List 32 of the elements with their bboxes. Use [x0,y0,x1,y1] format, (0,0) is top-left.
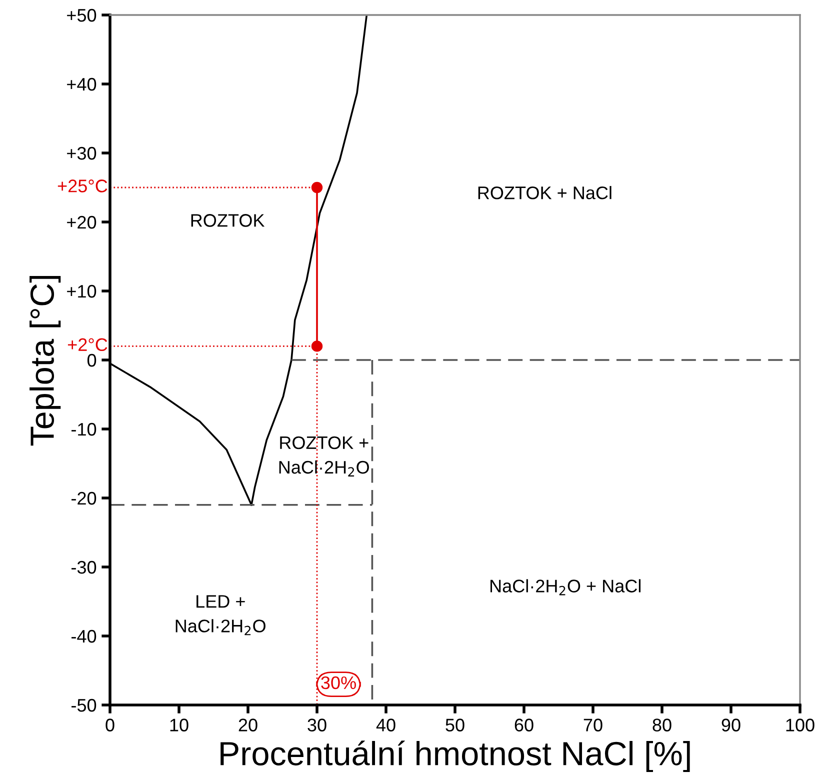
y-tick-label: +30 [67,146,96,160]
y-tick-label: -10 [72,422,96,436]
y-tick-label: 0 [87,354,96,367]
text: +25°C [58,180,108,192]
y-tick-label: -30 [72,560,96,574]
x-tick-label: 0 [106,718,114,732]
x-tick-label: 50 [446,718,464,732]
annotation: ROZTOK + NaCl [478,186,612,200]
y-tick-label: -50 [72,698,96,712]
x-tick-label: 40 [376,718,396,732]
y-tick-label: +40 [67,78,96,91]
y-tick-label: +10 [67,284,96,298]
x-tick-label: 70 [584,718,602,732]
x-tick-label: 30 [308,718,326,732]
y-tick-label: +20 [67,216,96,229]
x-tick-label: 100 [786,718,814,732]
x-tick-label: 20 [238,718,258,732]
annotation: 30% [321,676,356,690]
annotation: LED + NaCl·2H$_{2}$O [176,595,266,636]
y-axis-title: Teplota [°C] [30,276,61,446]
annotation: NaCl·2H$_{2}$O + NaCl [490,579,641,596]
x-tick-label: 80 [652,718,672,732]
x-axis-title: Procentuální hmotnost NaCl [%] [220,740,690,772]
annotation: ROZTOK + NaCl·2H$_{2}$O [279,436,369,476]
x-tick-label: 90 [722,718,740,732]
x-tick-label: 60 [514,718,534,732]
x-tick-label: 10 [170,718,188,732]
y-tick-label: +50 [67,8,96,22]
y-tick-label: -40 [72,630,96,643]
y-tick-label: -20 [72,492,96,505]
text: +2°C [68,338,108,352]
annotation: ROZTOK [191,214,265,227]
